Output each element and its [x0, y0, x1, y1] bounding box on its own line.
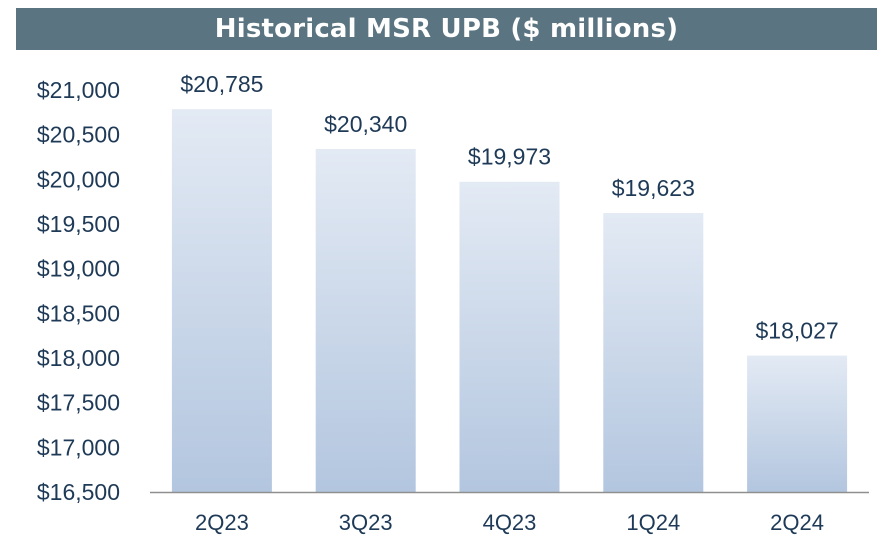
x-tick-label-1q24: 1Q24	[626, 510, 680, 535]
y-axis-ticks: $16,500 $17,000 $17,500 $18,000 $18,500 $19,0…	[37, 77, 120, 505]
x-tick-label-3q23: 3Q23	[339, 510, 393, 535]
bars	[171, 109, 848, 492]
data-label-2q24: $18,027	[756, 318, 839, 344]
x-tick-label-4q23: 4Q23	[483, 510, 537, 535]
x-axis-labels: 2Q23 3Q23 4Q23 1Q24 2Q24	[195, 510, 824, 535]
y-tick-label: $20,000	[37, 166, 120, 192]
data-label-3q23: $20,340	[324, 111, 407, 137]
bar-2q23	[171, 109, 272, 492]
y-tick-label: $17,500	[37, 390, 120, 416]
y-tick-label: $19,000	[37, 256, 120, 282]
x-tick-label-2q23: 2Q23	[195, 510, 249, 535]
chart-title-bar: Historical MSR UPB ($ millions)	[16, 8, 877, 50]
data-labels: $20,785 $20,340 $19,973 $19,623 $18,027	[180, 71, 838, 343]
data-label-2q23: $20,785	[180, 71, 263, 97]
x-tick-label-2q24: 2Q24	[770, 510, 824, 535]
bar-3q23	[315, 148, 416, 492]
y-tick-label: $20,500	[37, 122, 120, 148]
y-tick-label: $18,500	[37, 300, 120, 326]
y-tick-label: $21,000	[37, 77, 120, 103]
bar-2q24	[747, 355, 848, 492]
data-label-4q23: $19,973	[468, 144, 551, 170]
y-tick-label: $16,500	[37, 479, 120, 505]
bar-1q24	[603, 213, 704, 492]
y-tick-label: $19,500	[37, 211, 120, 237]
bar-4q23	[459, 181, 560, 492]
y-tick-label: $18,000	[37, 345, 120, 371]
y-tick-label: $17,000	[37, 434, 120, 460]
chart-title: Historical MSR UPB ($ millions)	[214, 14, 679, 44]
data-label-1q24: $19,623	[612, 175, 695, 201]
